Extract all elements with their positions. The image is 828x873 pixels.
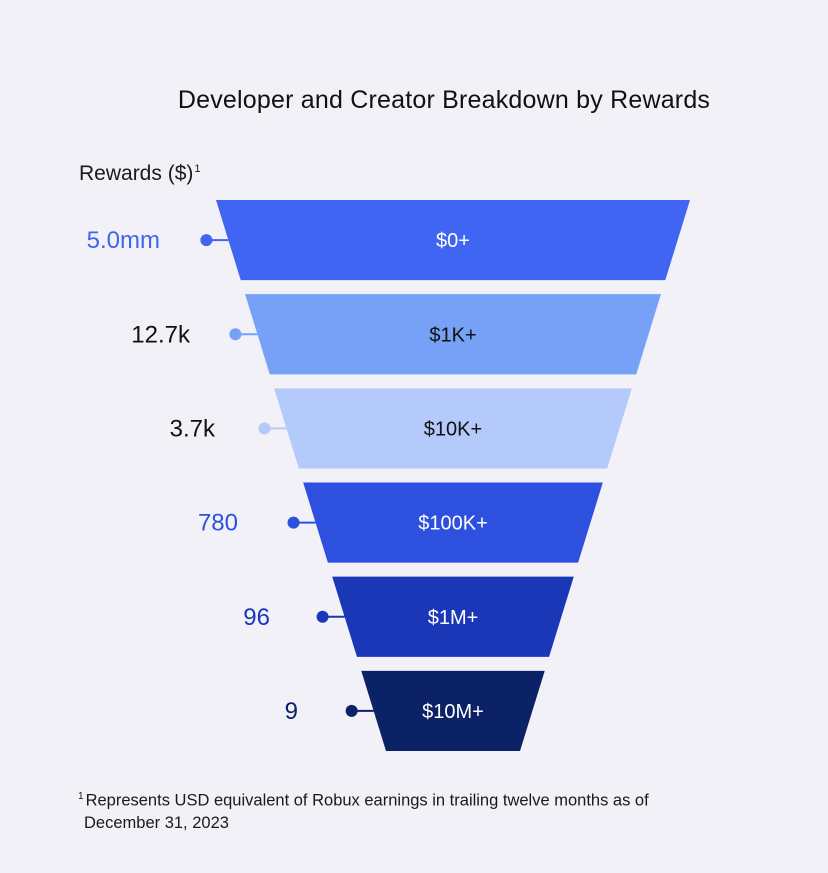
funnel-segment-100k: [303, 482, 603, 563]
count-label-10m: 9: [285, 698, 298, 725]
connector-dot-100k: [287, 516, 300, 529]
funnel-segment-10m: [361, 670, 545, 751]
footnote-line-1: Represents USD equivalent of Robux earni…: [85, 791, 649, 810]
connector-dot-10m: [345, 704, 358, 717]
connector-dot-1k: [229, 328, 242, 341]
funnel-segment-10k: [274, 388, 632, 469]
segment-label-10m: $10M+: [422, 701, 484, 723]
count-label-0: 5.0mm: [87, 227, 160, 254]
count-label-1m: 96: [243, 604, 270, 631]
footnote-mark: 1: [78, 791, 84, 802]
funnel-segment-1m: [332, 576, 574, 657]
segment-label-0: $0+: [436, 230, 470, 252]
segment-label-10k: $10K+: [424, 418, 482, 440]
axis-label-text: Rewards ($): [79, 162, 194, 185]
connector-dot-0: [200, 234, 213, 247]
count-label-100k: 780: [198, 510, 238, 537]
axis-label-footnote-mark: 1: [194, 163, 201, 175]
chart-title: Developer and Creator Breakdown by Rewar…: [177, 86, 711, 114]
connector-dot-10k: [258, 422, 271, 435]
funnel-segment-0: [216, 200, 690, 281]
footnote-line-2: December 31, 2023: [84, 813, 229, 832]
segment-label-100k: $100K+: [418, 513, 488, 535]
segment-label-1k: $1K+: [429, 324, 476, 346]
footnote: 1 Represents USD equivalent of Robux earn…: [78, 786, 778, 834]
count-label-1k: 12.7k: [131, 321, 191, 348]
funnel-segment-1k: [245, 294, 661, 375]
connector-dot-1m: [316, 610, 329, 623]
segment-label-1m: $1M+: [428, 607, 479, 629]
count-label-10k: 3.7k: [170, 415, 216, 442]
axis-label: Rewards ($)1: [79, 162, 201, 186]
